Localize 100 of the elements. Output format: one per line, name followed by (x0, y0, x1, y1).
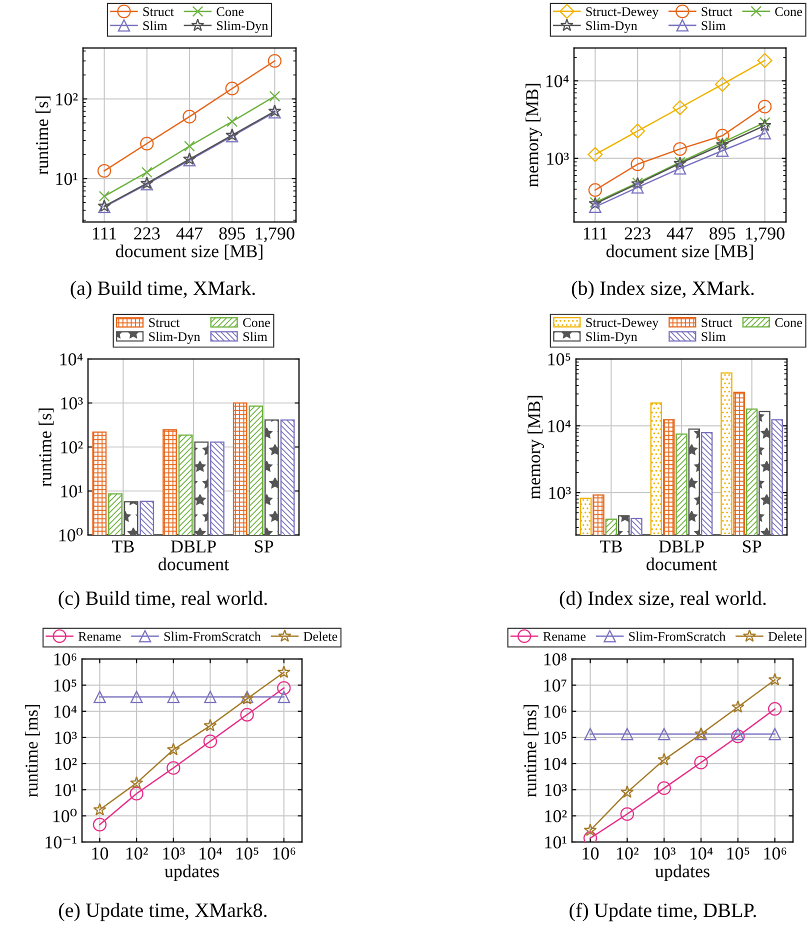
x-tick-label: 10⁴ (690, 847, 713, 860)
y-tick-label: 10³ (547, 152, 569, 165)
y-tick-label: 10³ (61, 397, 83, 410)
x-tick-label: 10 (582, 847, 599, 860)
point (758, 127, 771, 140)
legend-label: Slim (143, 20, 168, 30)
x-tick-label: 223 (624, 227, 650, 240)
y-axis-title: runtime [s] (38, 408, 54, 486)
point (130, 776, 144, 789)
point (226, 116, 238, 128)
x-tick-label: 111 (93, 227, 116, 240)
legend-label: Cone (775, 7, 802, 16)
y-tick-label: 10² (61, 441, 83, 454)
point (673, 142, 687, 156)
x-axis-title: document (158, 558, 229, 570)
y-tick-label: 10⁴ (548, 420, 571, 432)
legend-label: Slim-Dyn (149, 332, 200, 344)
point (658, 728, 670, 740)
point (277, 665, 290, 678)
point (92, 818, 107, 832)
y-tick-label: 10⁴ (544, 758, 567, 770)
legend-label: Slim (702, 332, 726, 342)
legend-label: Slim-Dyn (586, 20, 638, 33)
point (182, 110, 196, 124)
text: (c) Build time, real world. (58, 590, 267, 610)
point (240, 708, 254, 722)
y-tick-label: 10⁵ (548, 353, 570, 366)
x-axis-title: document size [MB] (606, 244, 753, 260)
point (658, 752, 671, 766)
legend-label: Struct (149, 318, 180, 328)
legend-label: Struct (702, 7, 732, 16)
point (757, 52, 772, 68)
x-tick-label: DBLP (658, 540, 704, 552)
x-tick-label: 1,790 (256, 227, 294, 242)
x-tick-label: SP (743, 540, 762, 553)
y-tick-label: 10¹ (55, 784, 76, 796)
y-tick-label: 10⁴ (54, 706, 77, 718)
legend-label: Rename (543, 632, 586, 641)
legend-label: Slim-FromScratch (629, 632, 726, 641)
legend-label: Slim (243, 332, 268, 342)
x-tick-label: 10⁴ (200, 847, 222, 860)
point (714, 76, 730, 92)
x-axis-title: document size [MB] (116, 244, 262, 260)
x-tick-label: TB (600, 540, 622, 552)
legend-label: Slim-FromScratch (164, 632, 261, 641)
point (631, 181, 644, 194)
y-tick-label: 10⁶ (54, 653, 76, 666)
y-tick-label: 10¹ (545, 836, 566, 848)
x-tick-label: TB (112, 540, 134, 552)
point (584, 728, 596, 740)
y-tick-label: 10⁴ (60, 353, 83, 366)
y-tick-label: 10⁻¹ (46, 836, 76, 848)
x-tick-label: 223 (134, 227, 160, 240)
point (768, 672, 782, 686)
x-axis-title: updates (164, 864, 219, 881)
point (203, 734, 218, 748)
point (732, 728, 744, 740)
legend-label: Struct-Dewey (586, 7, 659, 19)
point (130, 690, 143, 704)
point (588, 183, 602, 197)
point (204, 718, 217, 732)
point (630, 124, 646, 139)
point (674, 162, 686, 175)
y-tick-label: 10⁵ (544, 732, 566, 744)
point (167, 690, 180, 704)
text: (f) Update time, DBLP. (570, 902, 756, 922)
legend-label: Slim-Dyn (586, 332, 638, 344)
x-tick-label: 10² (617, 847, 639, 860)
x-tick-label: 447 (176, 228, 203, 240)
point (204, 690, 216, 704)
x-tick-label: 10² (126, 847, 148, 860)
x-tick-label: 895 (710, 227, 736, 240)
x-tick-label: 447 (666, 228, 694, 240)
y-tick-label: 10⁵ (54, 679, 76, 692)
legend-label: Cone (775, 318, 802, 328)
point (768, 702, 782, 716)
point (225, 82, 239, 96)
point (166, 761, 180, 775)
x-tick-label: 1,790 (746, 227, 784, 242)
legend-label: Slim (702, 20, 726, 30)
y-axis-title: runtime [ms] (524, 704, 539, 798)
point (98, 190, 110, 202)
x-tick-label: 10 (92, 847, 108, 860)
x-tick-label: 10⁶ (273, 847, 296, 860)
y-tick-label: 10³ (55, 732, 77, 744)
y-tick-label: 10⁰ (53, 808, 77, 822)
point (620, 807, 634, 821)
point (93, 802, 106, 816)
x-tick-label: 10⁵ (236, 847, 258, 860)
point (584, 823, 597, 836)
point (269, 90, 280, 102)
y-tick-label: 10⁷ (544, 679, 566, 692)
y-axis-title: runtime [ms] (24, 704, 40, 798)
x-tick-label: 10⁵ (727, 847, 750, 860)
y-tick-label: 10² (55, 758, 77, 770)
text: (e) Update time, XMark8. (59, 902, 267, 922)
y-tick-label: 10¹ (56, 172, 78, 186)
text: (b) Index size, XMark. (572, 280, 754, 300)
point (716, 144, 729, 157)
point (759, 117, 770, 128)
